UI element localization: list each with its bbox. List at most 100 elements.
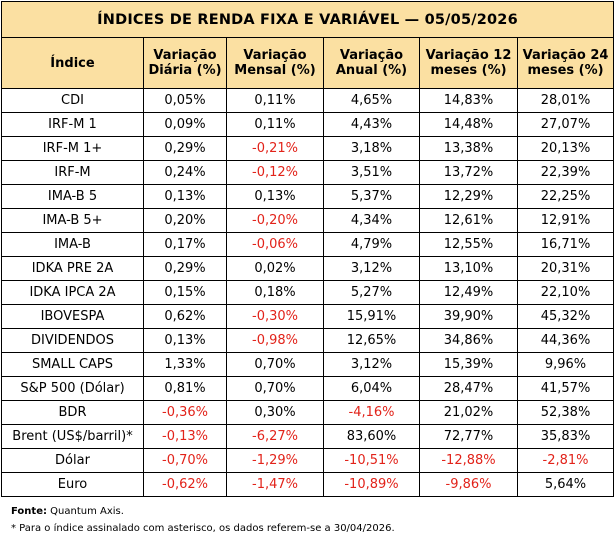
value-cell: 0,62% xyxy=(143,304,227,329)
value-cell: 0,13% xyxy=(143,184,227,209)
value-cell: 0,11% xyxy=(226,112,324,137)
value-cell: 3,18% xyxy=(323,136,420,161)
value-cell: 28,47% xyxy=(419,376,518,401)
table-body: CDI 0,05% 0,11% 4,65% 14,83% 28,01% IRF-M 1 0,0… xyxy=(1,88,615,497)
header-row: Índice Variação Diária (%) Variação Mensal… xyxy=(1,37,615,89)
value-cell: 4,65% xyxy=(323,88,420,113)
index-name: BDR xyxy=(1,400,144,425)
value-cell: 0,18% xyxy=(226,280,324,305)
header-col-5: Variação 24 meses (%) xyxy=(516,37,615,89)
value-cell: 6,04% xyxy=(323,376,420,401)
value-cell: -0,36% xyxy=(143,400,227,425)
source-label: Fonte: xyxy=(11,506,47,517)
table-row: BDR -0,36% 0,30% -4,16% 21,02% 52,38% xyxy=(1,400,615,425)
index-name: IRF-M 1+ xyxy=(1,136,144,161)
value-cell: 3,12% xyxy=(323,352,420,377)
value-cell: -0,70% xyxy=(143,448,227,473)
index-name: IDKA IPCA 2A xyxy=(1,280,144,305)
value-cell: 5,64% xyxy=(516,472,615,497)
index-name: Euro xyxy=(1,472,144,497)
table-row: IMA-B 5 0,13% 0,13% 5,37% 12,29% 22,25% xyxy=(1,184,615,209)
value-cell: 21,02% xyxy=(419,400,518,425)
value-cell: 12,61% xyxy=(419,208,518,233)
notes: Fonte: Quantum Axis. * Para o índice ass… xyxy=(11,503,613,537)
index-name: DIVIDENDOS xyxy=(1,328,144,353)
table-row: SMALL CAPS 1,33% 0,70% 3,12% 15,39% 9,96% xyxy=(1,352,615,377)
table-row: IMA-B 5+ 0,20% -0,20% 4,34% 12,61% 12,91% xyxy=(1,208,615,233)
value-cell: -10,51% xyxy=(323,448,420,473)
value-cell: 1,33% xyxy=(143,352,227,377)
value-cell: 12,49% xyxy=(419,280,518,305)
value-cell: 27,07% xyxy=(516,112,615,137)
value-cell: 45,32% xyxy=(516,304,615,329)
value-cell: 0,13% xyxy=(226,184,324,209)
table-row: IMA-B 0,17% -0,06% 4,79% 12,55% 16,71% xyxy=(1,232,615,257)
value-cell: 52,38% xyxy=(516,400,615,425)
value-cell: 12,55% xyxy=(419,232,518,257)
value-cell: 0,70% xyxy=(226,352,324,377)
value-cell: 0,11% xyxy=(226,88,324,113)
value-cell: -1,47% xyxy=(226,472,324,497)
value-cell: -0,98% xyxy=(226,328,324,353)
value-cell: 72,77% xyxy=(419,424,518,449)
table-row: IRF-M 0,24% -0,12% 3,51% 13,72% 22,39% xyxy=(1,160,615,185)
indices-table: ÍNDICES DE RENDA FIXA E VARIÁVEL — 05/05… xyxy=(0,1,615,497)
value-cell: 9,96% xyxy=(516,352,615,377)
value-cell: 0,15% xyxy=(143,280,227,305)
index-name: IMA-B xyxy=(1,232,144,257)
value-cell: 39,90% xyxy=(419,304,518,329)
value-cell: 0,30% xyxy=(226,400,324,425)
table-row: Euro -0,62% -1,47% -10,89% -9,86% 5,64% xyxy=(1,472,615,497)
table-row: CDI 0,05% 0,11% 4,65% 14,83% 28,01% xyxy=(1,88,615,113)
index-name: SMALL CAPS xyxy=(1,352,144,377)
value-cell: 0,29% xyxy=(143,256,227,281)
table-title: ÍNDICES DE RENDA FIXA E VARIÁVEL — 05/05… xyxy=(0,1,615,38)
value-cell: -0,12% xyxy=(226,160,324,185)
index-name: IRF-M xyxy=(1,160,144,185)
header-col-4: Variação 12 meses (%) xyxy=(419,37,518,89)
value-cell: 22,25% xyxy=(516,184,615,209)
table-row: Brent (US$/barril)* -0,13% -6,27% 83,60% 72,… xyxy=(1,424,615,449)
value-cell: 13,72% xyxy=(419,160,518,185)
report: ÍNDICES DE RENDA FIXA E VARIÁVEL — 05/05… xyxy=(0,1,615,537)
value-cell: 41,57% xyxy=(516,376,615,401)
value-cell: 16,71% xyxy=(516,232,615,257)
value-cell: 13,38% xyxy=(419,136,518,161)
index-name: IRF-M 1 xyxy=(1,112,144,137)
value-cell: 0,29% xyxy=(143,136,227,161)
table-row: DIVIDENDOS 0,13% -0,98% 12,65% 34,86% 44,36% xyxy=(1,328,615,353)
value-cell: 83,60% xyxy=(323,424,420,449)
value-cell: -0,62% xyxy=(143,472,227,497)
value-cell: 0,24% xyxy=(143,160,227,185)
value-cell: 5,37% xyxy=(323,184,420,209)
value-cell: 3,12% xyxy=(323,256,420,281)
index-name: IMA-B 5+ xyxy=(1,208,144,233)
value-cell: 15,39% xyxy=(419,352,518,377)
table-row: Dólar -0,70% -1,29% -10,51% -12,88% -2,81% xyxy=(1,448,615,473)
table-row: IDKA IPCA 2A 0,15% 0,18% 5,27% 12,49% 22,10% xyxy=(1,280,615,305)
value-cell: 35,83% xyxy=(516,424,615,449)
value-cell: 34,86% xyxy=(419,328,518,353)
index-name: Brent (US$/barril)* xyxy=(1,424,144,449)
value-cell: -4,16% xyxy=(323,400,420,425)
index-name: IBOVESPA xyxy=(1,304,144,329)
value-cell: -2,81% xyxy=(516,448,615,473)
source-line: Fonte: Quantum Axis. xyxy=(11,503,613,520)
value-cell: -0,20% xyxy=(226,208,324,233)
value-cell: 44,36% xyxy=(516,328,615,353)
value-cell: 4,79% xyxy=(323,232,420,257)
index-name: IMA-B 5 xyxy=(1,184,144,209)
value-cell: -9,86% xyxy=(419,472,518,497)
table-row: IDKA PRE 2A 0,29% 0,02% 3,12% 13,10% 20,31% xyxy=(1,256,615,281)
source-text: Quantum Axis. xyxy=(46,506,124,517)
value-cell: -10,89% xyxy=(323,472,420,497)
index-name: S&P 500 (Dólar) xyxy=(1,376,144,401)
index-name: CDI xyxy=(1,88,144,113)
value-cell: 0,70% xyxy=(226,376,324,401)
header-col-1: Variação Diária (%) xyxy=(143,37,227,89)
value-cell: 20,13% xyxy=(516,136,615,161)
value-cell: 12,29% xyxy=(419,184,518,209)
table-row: IRF-M 1 0,09% 0,11% 4,43% 14,48% 27,07% xyxy=(1,112,615,137)
value-cell: 12,65% xyxy=(323,328,420,353)
value-cell: 0,09% xyxy=(143,112,227,137)
